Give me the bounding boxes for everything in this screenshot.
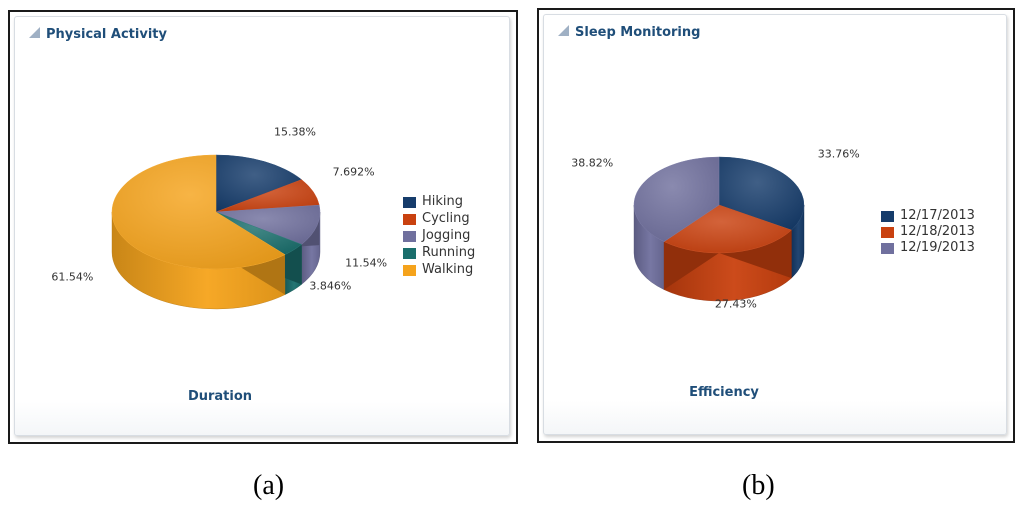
data-label-walking: 61.54%: [51, 270, 93, 283]
sleep-monitoring-pie-chart: 33.76% 27.43% 38.82%: [571, 148, 860, 311]
panel-a-title[interactable]: Physical Activity: [29, 27, 167, 42]
legend-label-walking: Walking: [422, 262, 474, 277]
data-label-12-19-2013: 38.82%: [571, 156, 613, 169]
panel-b-card: Sleep Monitoring 33.76% 27.43% 38.82% 12/1…: [543, 14, 1007, 435]
physical-activity-pie-chart: 15.38% 7.692% 11.54% 3.846% 61.54%: [51, 125, 387, 310]
legend-label-12-17-2013: 12/17/2013: [900, 208, 975, 223]
sleep-monitoring-panel: Sleep Monitoring 33.76% 27.43% 38.82% 12/1…: [537, 8, 1015, 443]
legend-label-12-19-2013: 12/19/2013: [900, 240, 975, 255]
legend-swatch-hiking: [403, 197, 416, 208]
pie-slice-12-17-2013[interactable]: [718, 156, 805, 231]
pie-slice-walking[interactable]: [111, 154, 286, 270]
legend-label-running: Running: [422, 245, 476, 260]
legend-swatch-walking: [403, 265, 416, 276]
legend-label-jogging: Jogging: [422, 228, 471, 243]
collapse-triangle-icon[interactable]: [558, 25, 569, 36]
physical-activity-panel: Physical Activity 15.38% 7.692% 11.54% 3.84…: [8, 10, 518, 444]
data-label-cycling: 7.692%: [333, 166, 375, 179]
panel-b-title[interactable]: Sleep Monitoring: [558, 25, 700, 40]
efficiency-label: Efficiency: [689, 385, 759, 400]
legend-label-hiking: Hiking: [422, 194, 464, 209]
caption-b: (b): [742, 470, 775, 501]
collapse-triangle-icon[interactable]: [29, 27, 40, 38]
legend-swatch-12-17-2013: [881, 211, 894, 222]
legend-swatch-jogging: [403, 231, 416, 242]
legend-swatch-running: [403, 248, 416, 259]
pie-slice-jogging[interactable]: [215, 204, 321, 245]
data-label-running: 3.846%: [309, 279, 351, 292]
caption-a: (a): [253, 470, 285, 501]
duration-label: Duration: [187, 389, 253, 404]
data-label-12-18-2013: 27.43%: [715, 297, 757, 310]
legend-swatch-12-18-2013: [881, 227, 894, 238]
data-label-jogging: 11.54%: [345, 256, 387, 269]
data-label-hiking: 15.38%: [274, 125, 316, 138]
panel-a-card: Physical Activity 15.38% 7.692% 11.54% 3.84…: [14, 16, 510, 436]
legend-label-cycling: Cycling: [422, 211, 470, 226]
legend-label-12-18-2013: 12/18/2013: [900, 224, 975, 239]
pie-slice-hiking[interactable]: [215, 154, 303, 213]
pie-slice-12-19-2013[interactable]: [633, 156, 720, 242]
data-label-12-17-2013: 33.76%: [818, 148, 860, 161]
pie-slice-12-18-2013[interactable]: [663, 204, 792, 254]
legend-swatch-12-19-2013: [881, 243, 894, 254]
legend-swatch-cycling: [403, 214, 416, 225]
